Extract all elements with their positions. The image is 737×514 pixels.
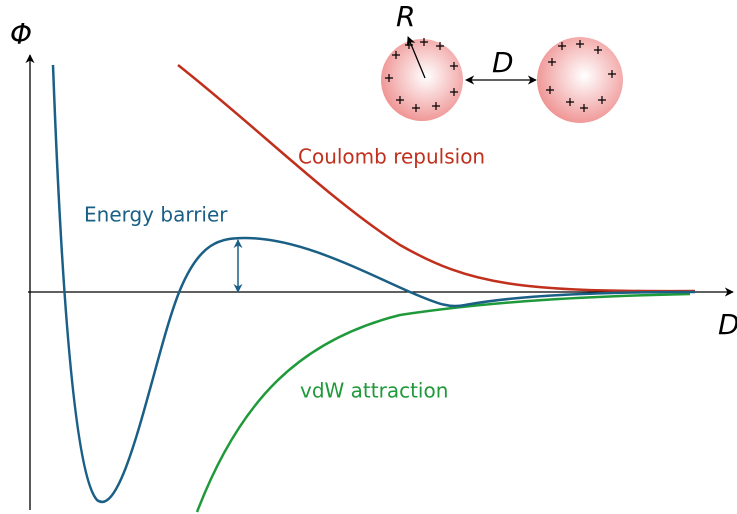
sphere xyxy=(381,39,463,121)
vdw-label: vdW attraction xyxy=(300,379,448,403)
x-axis-label: D xyxy=(718,308,737,341)
distance-label: D xyxy=(492,46,514,79)
page: Φ D Coulomb repulsion Energy barrier vdW… xyxy=(0,0,737,514)
sphere xyxy=(537,37,623,123)
vdw-curve xyxy=(197,294,690,512)
coulomb-label: Coulomb repulsion xyxy=(298,145,485,169)
radius-label: R xyxy=(396,0,415,33)
y-axis-label: Φ xyxy=(10,18,32,51)
total-curve xyxy=(53,65,695,502)
diagram: Φ D Coulomb repulsion Energy barrier vdW… xyxy=(0,0,737,514)
barrier-label: Energy barrier xyxy=(84,203,228,227)
